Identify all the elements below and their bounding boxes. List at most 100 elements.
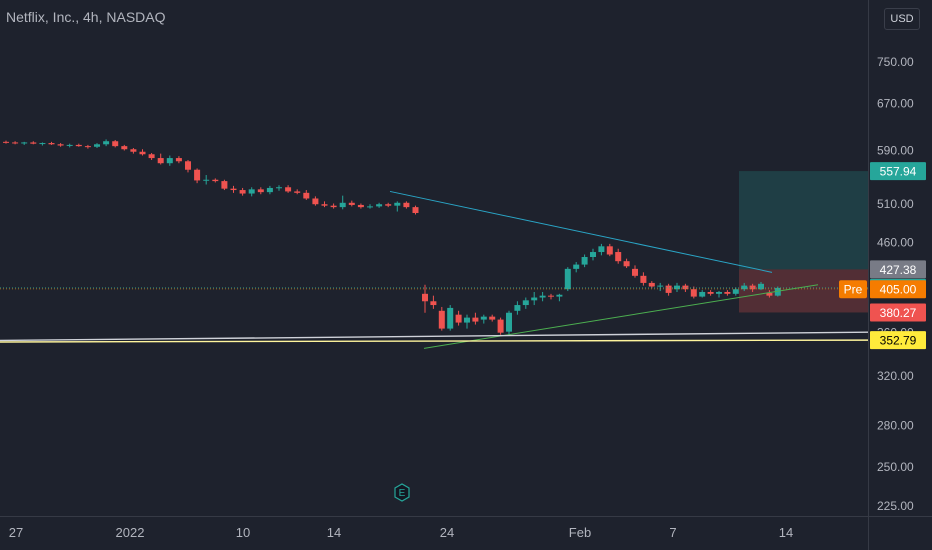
candle-body — [497, 319, 504, 333]
y-tick-label: 590.00 — [877, 143, 914, 157]
candle-body — [564, 268, 571, 290]
pre-tag-text: Pre — [844, 283, 863, 297]
y-tick-label: 510.00 — [877, 197, 914, 211]
candle-body — [422, 293, 428, 302]
chart-title: Netflix, Inc., 4h, NASDAQ — [6, 9, 166, 25]
candle-body — [403, 202, 410, 208]
candle-body — [480, 316, 487, 320]
candle-body — [57, 144, 64, 146]
candle-body — [39, 143, 46, 145]
candle-body — [455, 314, 462, 323]
target-zone — [739, 171, 868, 270]
candle-body — [732, 289, 739, 294]
candle-body — [84, 146, 91, 148]
candle-body — [724, 291, 731, 294]
event-letter: E — [399, 488, 406, 499]
candle-body — [294, 191, 301, 193]
candle-body — [185, 161, 191, 170]
candle-body — [758, 283, 764, 290]
candle-body — [3, 141, 9, 143]
candle-body — [112, 141, 119, 147]
candle-body — [472, 317, 479, 322]
candle-body — [632, 268, 638, 276]
candle-body — [716, 291, 722, 294]
candle-body — [103, 141, 110, 145]
x-tick-label: Feb — [569, 525, 591, 540]
candle-body — [447, 307, 454, 329]
price-label-box — [870, 303, 926, 322]
y-tick-label: 280.00 — [877, 418, 914, 432]
candle-body — [548, 295, 554, 297]
candle-body — [357, 204, 364, 208]
price-label-text: 352.79 — [880, 334, 917, 348]
y-tick-label: 460.00 — [877, 235, 914, 249]
candle-body — [674, 285, 680, 290]
candle-body — [707, 291, 714, 294]
candle-body — [531, 297, 538, 301]
candle-body — [48, 143, 55, 145]
candle-body — [699, 291, 706, 297]
candle-body — [203, 179, 210, 181]
candle-body — [522, 300, 529, 306]
candle-body — [348, 202, 355, 205]
price-label-box — [870, 280, 926, 299]
candle-body — [615, 252, 622, 262]
candle-body — [94, 144, 100, 147]
candle-body — [690, 289, 697, 297]
candle-body — [590, 252, 596, 257]
candle-body — [556, 294, 563, 297]
candle-body — [367, 206, 373, 208]
candle-body — [598, 246, 605, 253]
candle-body — [665, 285, 672, 293]
candle-body — [657, 285, 664, 287]
candle-body — [266, 187, 273, 193]
candle-body — [221, 181, 228, 189]
candle-body — [276, 187, 282, 189]
price-label-text: 405.00 — [880, 283, 917, 297]
candle-body — [506, 312, 512, 332]
trendline — [0, 339, 869, 343]
price-label-text: 557.94 — [880, 165, 917, 179]
earnings-event-icon: E — [394, 483, 410, 502]
candle-body — [21, 142, 28, 144]
y-tick-label: 225.00 — [877, 499, 914, 513]
candle-body — [539, 295, 546, 298]
candle-body — [257, 189, 264, 193]
y-tick-label: 670.00 — [877, 97, 914, 111]
price-label: 380.27 — [870, 303, 926, 322]
candle-body — [766, 292, 773, 296]
currency-button[interactable]: USD — [884, 8, 920, 30]
candle-body — [464, 317, 470, 323]
candle-body — [139, 151, 146, 155]
candle-body — [648, 282, 655, 287]
candle-body — [438, 310, 445, 329]
candle-body — [157, 158, 164, 164]
pre-tag-box — [839, 280, 867, 299]
price-label-text: 380.27 — [880, 306, 917, 320]
trendline — [389, 190, 773, 273]
price-label: 557.94 — [870, 162, 926, 181]
candle-body — [749, 285, 756, 290]
price-label: 405.00 Pre — [839, 280, 926, 299]
candle-body — [130, 149, 137, 152]
price-label-box — [870, 162, 926, 181]
candle-body — [430, 301, 437, 306]
x-tick-label: 24 — [440, 525, 454, 540]
candle-body — [376, 204, 383, 207]
x-tick-label: 2022 — [116, 525, 145, 540]
candle-body — [489, 316, 496, 320]
candle-body — [75, 144, 82, 147]
candle-body — [385, 204, 392, 206]
x-tick-label: 14 — [779, 525, 793, 540]
candle-body — [30, 142, 37, 144]
candle-body — [682, 285, 689, 290]
x-tick-label: 27 — [9, 525, 23, 540]
candle-body — [640, 275, 647, 283]
candle-body — [321, 204, 328, 206]
price-label: 352.79 — [870, 331, 926, 350]
candle-body — [66, 144, 73, 146]
candle-body — [121, 146, 128, 150]
candle-body — [394, 202, 401, 206]
